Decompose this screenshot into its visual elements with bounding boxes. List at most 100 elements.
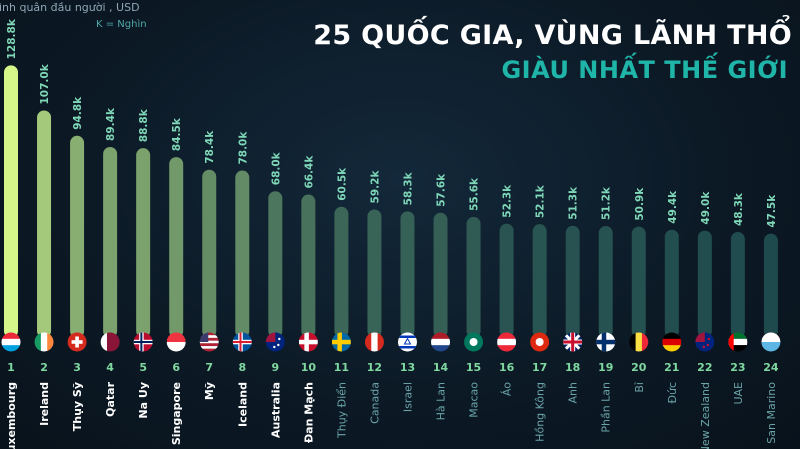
chart-subtitle: bình quân đầu người , USD (0, 1, 140, 14)
rank-label: 12 (367, 361, 382, 374)
bar (466, 216, 481, 338)
bar (169, 157, 184, 338)
flag-newzealand-icon (695, 332, 715, 352)
flag-sweden-icon (331, 332, 351, 352)
category-label: Áo (501, 382, 514, 396)
bar (202, 169, 217, 338)
flag-belgium-icon (629, 332, 649, 352)
value-label: 94.8k (72, 96, 84, 130)
value-label: 49.0k (700, 191, 712, 225)
rank-label: 2 (40, 361, 48, 374)
bar (631, 226, 646, 338)
flag-uk-icon (563, 332, 583, 352)
category-label: Israel (401, 382, 414, 412)
rank-label: 11 (334, 361, 349, 374)
value-label: 52.3k (502, 184, 514, 218)
flag-qatar-icon (100, 332, 120, 352)
rank-label: 19 (598, 361, 613, 374)
bar (664, 229, 679, 338)
flag-iceland-icon (232, 332, 252, 352)
category-label: Ireland (38, 382, 51, 426)
bar (697, 230, 712, 338)
flag-ireland-icon (34, 332, 54, 352)
bar (499, 223, 514, 338)
value-label: 50.9k (634, 187, 646, 221)
flag-singapore-icon (166, 332, 186, 352)
rank-label: 23 (730, 361, 745, 374)
rank-label: 21 (664, 361, 679, 374)
bar (334, 206, 349, 338)
bar (598, 226, 613, 338)
flag-finland-icon (596, 332, 616, 352)
category-label: Thụy Điển (335, 382, 348, 439)
chart-title: 25 QUỐC GIA, VÙNG LÃNH THỔ (313, 20, 792, 51)
rank-label: 18 (565, 361, 580, 374)
value-label: 47.5k (766, 194, 778, 228)
category-label: Hồng Kông (534, 382, 547, 442)
category-label: New Zealand (699, 382, 712, 449)
bar (70, 135, 85, 338)
value-label: 88.8k (138, 108, 150, 142)
chart-title-accent: GIÀU NHẤT THẾ GIỚI (501, 56, 788, 84)
category-label: Macao (468, 382, 481, 418)
value-label: 49.4k (667, 190, 679, 224)
value-label: 52.1k (535, 184, 547, 218)
value-label: 59.2k (369, 170, 381, 204)
rank-label: 15 (466, 361, 481, 374)
value-label: 68.0k (270, 151, 282, 185)
bar (235, 170, 250, 338)
rank-label: 22 (697, 361, 712, 374)
category-label: Luxembourg (5, 382, 18, 449)
bar (301, 194, 316, 338)
value-label: 58.3k (402, 171, 414, 205)
bar (400, 211, 415, 338)
flag-uae-icon (728, 332, 748, 352)
rank-label: 9 (271, 361, 279, 374)
bar (136, 148, 151, 338)
rank-label: 16 (499, 361, 515, 374)
category-label: Anh (567, 382, 580, 403)
category-label: Phần Lan (600, 382, 613, 433)
rank-label: 24 (763, 361, 779, 374)
rank-label: 3 (73, 361, 81, 374)
bar (367, 209, 382, 338)
flag-usa-icon (199, 332, 219, 352)
flag-israel-icon (397, 332, 417, 352)
value-label: 89.4k (105, 107, 117, 141)
flag-australia-icon (265, 332, 285, 352)
flag-sanmarino-icon (761, 332, 781, 352)
flag-germany-icon (662, 332, 682, 352)
value-label: 107.0k (39, 63, 51, 104)
category-label: UAE (732, 382, 745, 405)
value-label: 51.2k (601, 186, 613, 220)
value-label: 48.3k (733, 192, 745, 226)
rank-label: 20 (631, 361, 647, 374)
bar (763, 233, 778, 338)
category-label: Đan Mạch (302, 382, 315, 443)
category-label: Qatar (104, 381, 117, 416)
flag-austria-icon (497, 332, 517, 352)
rank-label: 13 (400, 361, 415, 374)
value-label: 66.4k (303, 155, 315, 189)
rank-label: 14 (433, 361, 449, 374)
category-label: San Marino (765, 382, 778, 444)
bar (730, 232, 745, 338)
flag-hongkong-icon (530, 332, 550, 352)
flag-luxembourg-icon (1, 332, 21, 352)
flag-macao-icon (464, 332, 484, 352)
bar (565, 225, 580, 338)
category-label: Singapore (170, 382, 183, 445)
category-label: Canada (368, 382, 381, 424)
value-label: 78.4k (204, 130, 216, 164)
value-label: 55.6k (469, 177, 481, 211)
category-label: Thụy Sỹ (71, 382, 84, 431)
category-label: Na Uy (137, 382, 150, 419)
rank-label: 7 (205, 361, 213, 374)
value-label: 128.8k (6, 18, 18, 59)
bar (4, 65, 18, 338)
category-label: Hà Lan (435, 382, 448, 420)
rank-label: 10 (301, 361, 317, 374)
flag-denmark-icon (298, 332, 318, 352)
rank-label: 6 (172, 361, 180, 374)
